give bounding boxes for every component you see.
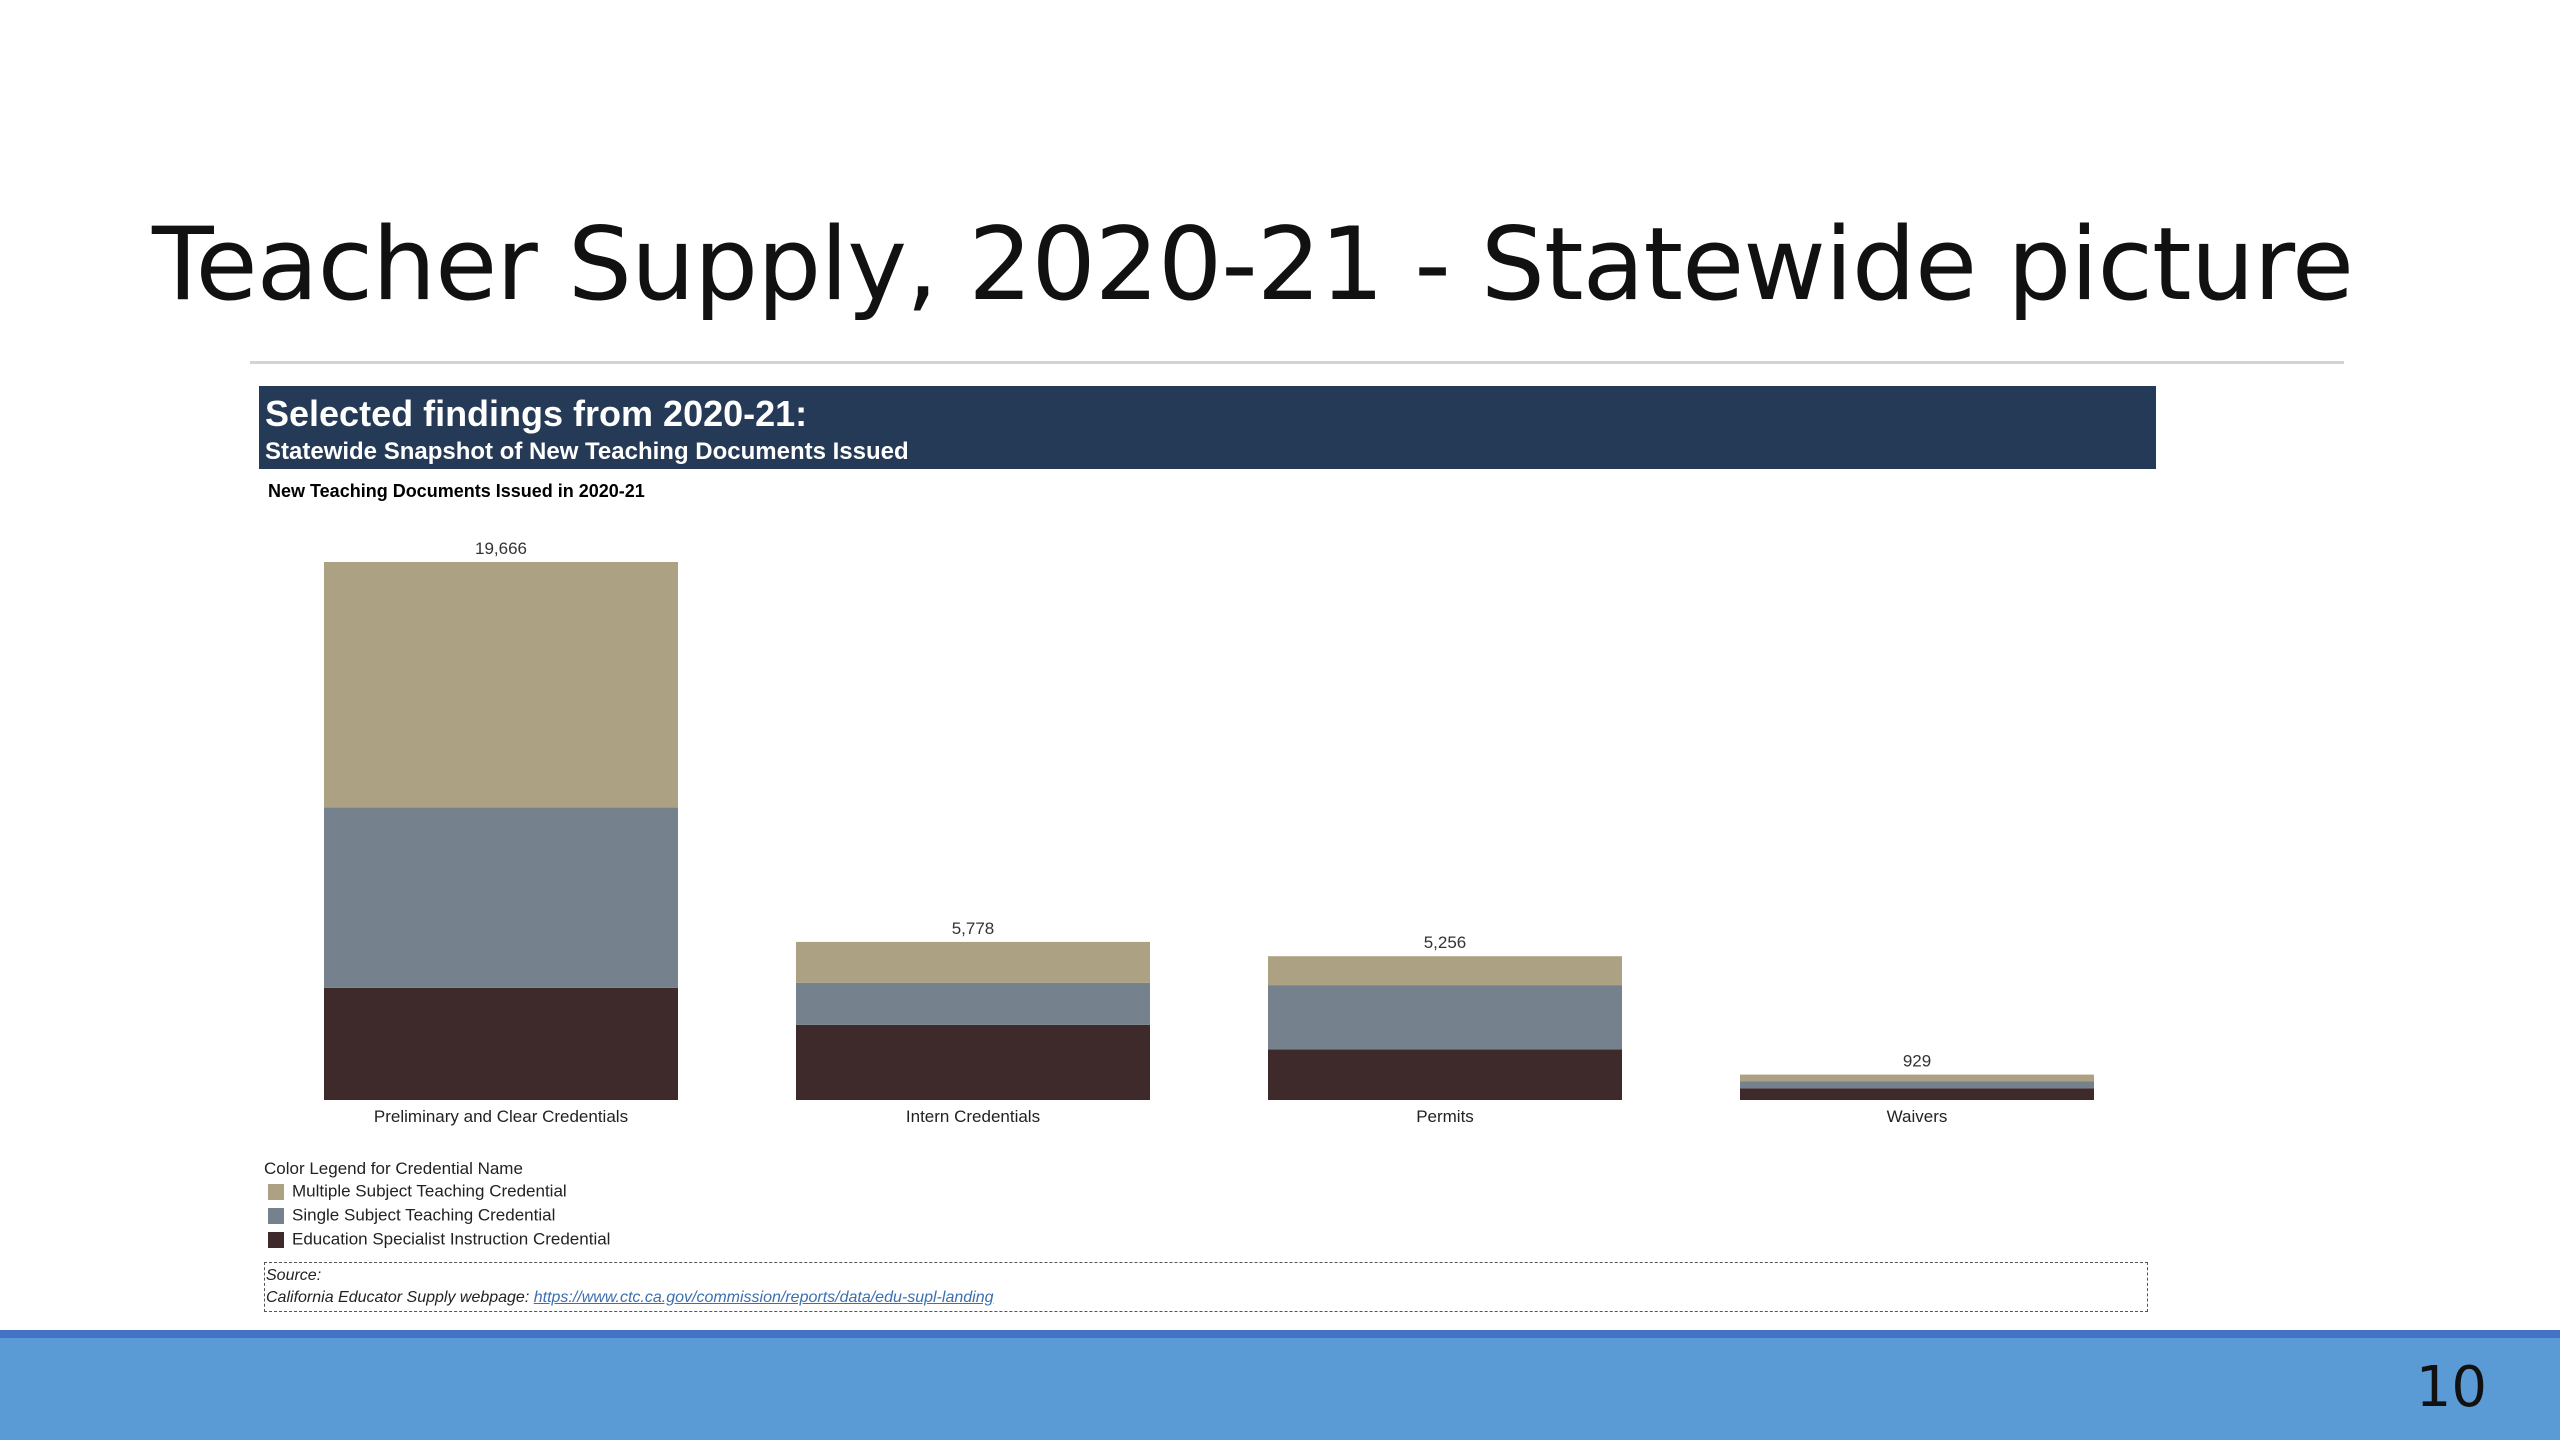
legend-label: Single Subject Teaching Credential	[292, 1205, 556, 1225]
legend-swatch	[268, 1207, 284, 1224]
title-divider	[250, 361, 2344, 364]
legend-item-multiple-subject: Multiple Subject Teaching Credential	[268, 1181, 567, 1203]
source-prefix: California Educator Supply webpage:	[266, 1289, 534, 1306]
legend-swatch	[268, 1183, 284, 1200]
source-box: Source: California Educator Supply webpa…	[264, 1262, 2148, 1312]
legend-swatch	[268, 1231, 284, 1248]
slide-title: Teacher Supply, 2020-21 - Statewide pict…	[152, 205, 2354, 323]
source-line: California Educator Supply webpage: http…	[266, 1289, 993, 1307]
bar-segment-permits-single-subject-teaching-credential	[1268, 985, 1622, 1050]
bar-segment-intern-credentials-education-specialist-instruction-credential	[796, 1024, 1150, 1100]
total-label-waivers: 929	[1903, 1052, 1931, 1071]
bar-segment-preliminary-and-clear-credentials-multiple-subject-teaching-credential	[324, 562, 678, 808]
bar-segment-intern-credentials-single-subject-teaching-credential	[796, 982, 1150, 1025]
bar-segment-permits-multiple-subject-teaching-credential	[1268, 956, 1622, 986]
bar-segment-waivers-education-specialist-instruction-credential	[1740, 1088, 2094, 1100]
total-label-preliminary-and-clear-credentials: 19,666	[475, 539, 527, 558]
footer-bar	[0, 1338, 2560, 1440]
banner-heading: Selected findings from 2020-21:	[265, 393, 808, 434]
category-label-waivers: Waivers	[1887, 1107, 1948, 1126]
bar-segment-permits-education-specialist-instruction-credential	[1268, 1049, 1622, 1100]
legend-item-education-specialist: Education Specialist Instruction Credent…	[268, 1229, 610, 1251]
category-label-intern-credentials: Intern Credentials	[906, 1107, 1040, 1126]
category-label-preliminary-and-clear-credentials: Preliminary and Clear Credentials	[374, 1107, 628, 1126]
source-label: Source:	[266, 1267, 322, 1284]
footer-accent-line	[0, 1330, 2560, 1338]
category-label-permits: Permits	[1416, 1107, 1474, 1126]
total-label-permits: 5,256	[1424, 933, 1467, 952]
page-number: 10	[2415, 1355, 2487, 1420]
legend-label: Education Specialist Instruction Credent…	[292, 1229, 611, 1249]
bar-segment-waivers-multiple-subject-teaching-credential	[1740, 1074, 2094, 1082]
stacked-bar-chart: 19,666 Preliminary and Clear Credentials 5…	[324, 539, 2094, 1126]
legend-title: Color Legend for Credential Name	[264, 1159, 523, 1178]
banner-subheading: Statewide Snapshot of New Teaching Docum…	[265, 438, 909, 465]
bar-segment-waivers-single-subject-teaching-credential	[1740, 1081, 2094, 1089]
legend-label: Multiple Subject Teaching Credential	[292, 1181, 567, 1201]
source-link[interactable]: https://www.ctc.ca.gov/commission/report…	[533, 1289, 994, 1306]
legend-item-single-subject: Single Subject Teaching Credential	[268, 1205, 555, 1227]
bar-segment-preliminary-and-clear-credentials-single-subject-teaching-credential	[324, 807, 678, 988]
findings-banner: Selected findings from 2020-21: Statewid…	[259, 386, 2156, 469]
chart-title: New Teaching Documents Issued in 2020-21	[268, 481, 645, 501]
total-label-intern-credentials: 5,778	[952, 919, 995, 938]
bar-segment-intern-credentials-multiple-subject-teaching-credential	[796, 941, 1150, 983]
bar-segment-preliminary-and-clear-credentials-education-specialist-instruction-credential	[324, 987, 678, 1100]
